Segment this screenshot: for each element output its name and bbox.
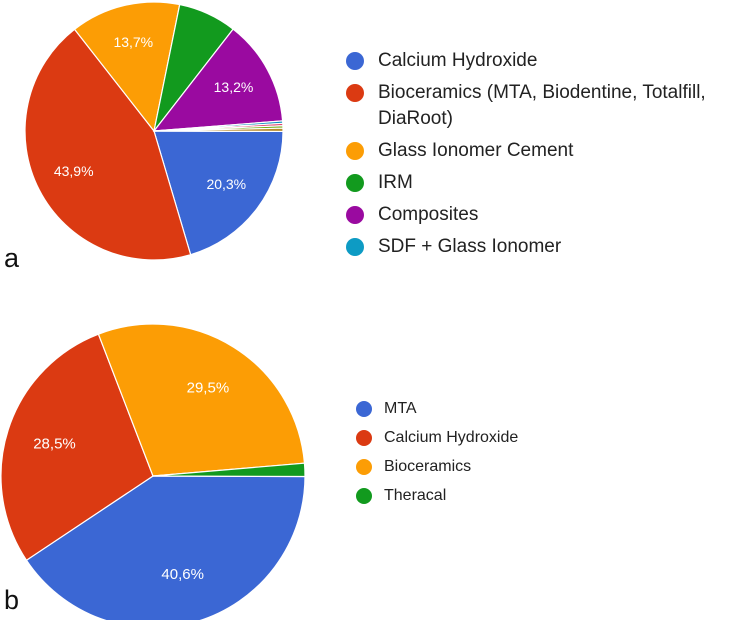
slice-value-label: 13,7%: [113, 34, 153, 50]
legend-item: IRM: [346, 170, 746, 196]
pie-chart-a: 20,3% 43,9% 13,7% 13,2%: [24, 1, 284, 261]
slice-value-label: 20,3%: [206, 176, 246, 192]
legend-label: Calcium Hydroxide: [384, 429, 519, 446]
pie-slice-bioceramics-mta-biodentine-totalfill-diaroot: [24, 28, 192, 261]
panel-letter-a: a: [4, 243, 20, 273]
legend-swatch: [346, 206, 364, 224]
legend-swatch: [356, 430, 372, 446]
slice-value-label: 13,2%: [214, 79, 254, 95]
pie-slice-calcium-hydroxide: [0, 333, 154, 562]
legend-item: Calcium Hydroxide: [346, 48, 746, 74]
legend-label: MTA: [384, 400, 417, 417]
pie-slice-glass-ionomer-cement: [73, 1, 181, 133]
legend-label: Theracal: [384, 487, 447, 504]
legend-item: Theracal: [356, 485, 656, 507]
legend-item: MTA: [356, 398, 656, 420]
legend-swatch: [346, 142, 364, 160]
pie-slice-composites: [152, 28, 284, 132]
legend-b: MTA Calcium Hydroxide Bioceramics Theracal: [356, 398, 656, 514]
legend-a: Calcium Hydroxide Bioceramics (MTA, Biode…: [346, 48, 746, 266]
legend-swatch: [346, 84, 364, 102]
pie-slice-theracal: [152, 462, 306, 478]
legend-swatch: [356, 459, 372, 475]
legend-swatch: [356, 401, 372, 417]
legend-label: Bioceramics (MTA, Biodentine, Totalfill,…: [378, 82, 706, 129]
legend-swatch: [346, 238, 364, 256]
legend-label: Bioceramics: [384, 458, 472, 475]
slice-value-label: 29,5%: [187, 379, 230, 396]
legend-item: Glass Ionomer Cement: [346, 138, 746, 164]
legend-label: Glass Ionomer Cement: [378, 140, 574, 161]
legend-label: SDF + Glass Ionomer: [378, 236, 562, 257]
slice-value-label: 43,9%: [54, 163, 94, 179]
legend-label: Calcium Hydroxide: [378, 50, 538, 71]
legend-item: Bioceramics (MTA, Biodentine, Totalfill,…: [346, 80, 746, 132]
panel-letter-b: b: [4, 585, 20, 615]
pie-slice-calcium-hydroxide: [153, 130, 284, 256]
slice-value-label: 40,6%: [161, 566, 204, 583]
legend-label: Composites: [378, 204, 479, 225]
legend-item: Composites: [346, 202, 746, 228]
legend-label: IRM: [378, 172, 413, 193]
legend-swatch: [346, 174, 364, 192]
pie-slice-minor-8: [153, 127, 284, 133]
legend-swatch: [356, 488, 372, 504]
pie-chart-b: 40,6% 28,5% 29,5%: [0, 323, 306, 620]
slice-value-label: 28,5%: [33, 436, 76, 453]
legend-swatch: [346, 52, 364, 70]
legend-item: Bioceramics: [356, 456, 656, 478]
legend-item: Calcium Hydroxide: [356, 427, 656, 449]
pie-slice-bioceramics: [97, 323, 306, 477]
pie-slice-mta: [25, 475, 306, 620]
legend-item: SDF + Glass Ionomer: [346, 234, 746, 260]
